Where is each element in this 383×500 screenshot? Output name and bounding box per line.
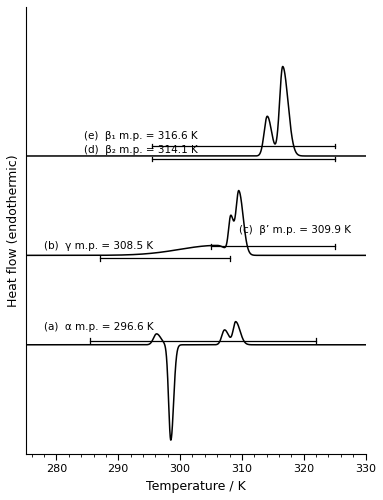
Y-axis label: Heat flow (endothermic): Heat flow (endothermic) [7,154,20,307]
Text: (d)  β₂ m.p. = 314.1 K: (d) β₂ m.p. = 314.1 K [84,145,198,155]
Text: (c)  β’ m.p. = 309.9 K: (c) β’ m.p. = 309.9 K [239,226,351,235]
Text: (b)  γ m.p. = 308.5 K: (b) γ m.p. = 308.5 K [44,242,153,252]
Text: (e)  β₁ m.p. = 316.6 K: (e) β₁ m.p. = 316.6 K [84,131,198,141]
X-axis label: Temperature / K: Temperature / K [146,480,246,493]
Text: (a)  α m.p. = 296.6 K: (a) α m.p. = 296.6 K [44,322,154,332]
